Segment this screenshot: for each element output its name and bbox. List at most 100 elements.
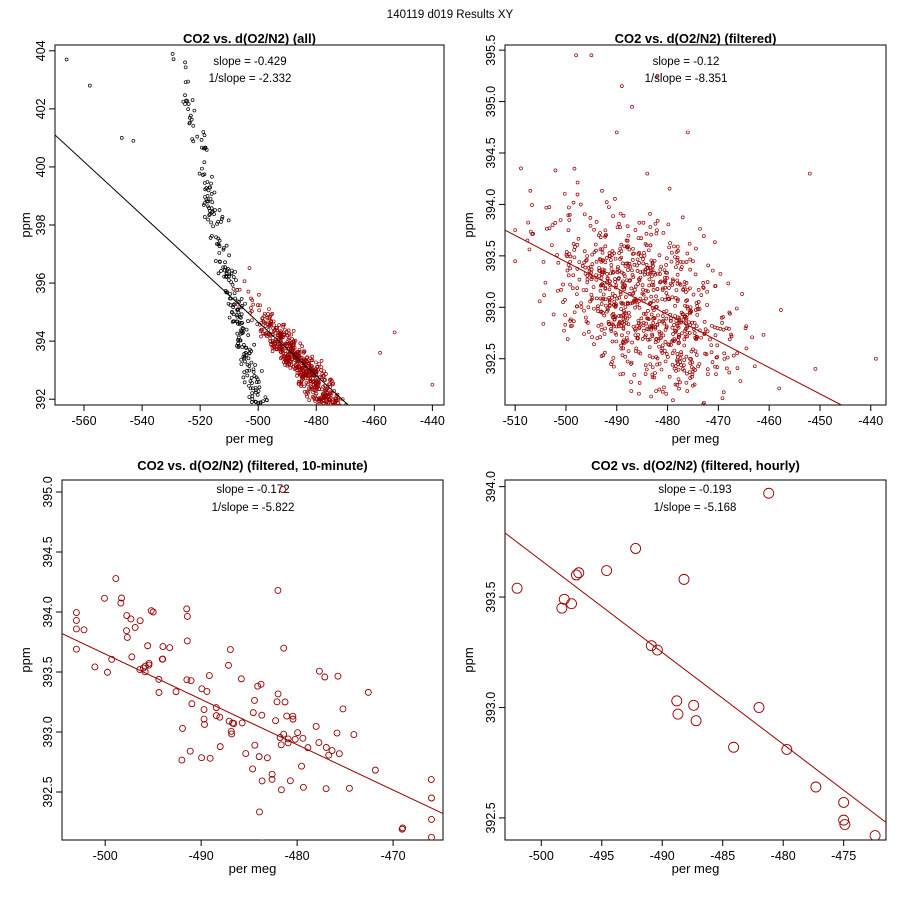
data-point (239, 362, 244, 366)
data-point (626, 263, 631, 268)
data-point (338, 410, 341, 413)
data-point (301, 375, 306, 379)
data-point (660, 351, 665, 355)
data-point (291, 364, 295, 369)
x-tick-label: -440 (420, 414, 445, 428)
data-point (579, 301, 583, 306)
data-point (252, 342, 257, 347)
data-point (350, 421, 353, 424)
data-point (676, 377, 681, 382)
data-point (601, 283, 606, 288)
data-point (205, 199, 209, 204)
data-point (268, 331, 273, 336)
data-point (631, 291, 636, 295)
data-point (596, 309, 600, 313)
data-point (553, 221, 558, 225)
data-point (300, 549, 303, 552)
data-point (293, 556, 296, 559)
data-point (339, 705, 347, 713)
data-point (178, 756, 186, 764)
data-point (348, 417, 351, 420)
data-point (186, 747, 194, 755)
data-point (206, 217, 210, 222)
data-point (228, 291, 232, 296)
data-point (649, 294, 654, 299)
data-point (644, 231, 649, 236)
data-point (246, 356, 251, 361)
data-point (224, 290, 229, 295)
data-point (300, 567, 303, 570)
data-point (725, 355, 730, 360)
data-point (322, 785, 330, 793)
data-point (730, 409, 733, 412)
data-point (568, 282, 572, 287)
data-point (662, 279, 667, 284)
data-point (288, 358, 293, 363)
data-point (340, 408, 343, 411)
data-point (228, 730, 236, 738)
data-point (235, 331, 240, 336)
data-point (600, 267, 605, 272)
data-point (672, 244, 676, 249)
data-point (721, 327, 726, 332)
data-point (158, 655, 166, 663)
x-tick-label: -460 (757, 414, 782, 428)
data-point (269, 320, 274, 325)
data-point (127, 615, 135, 623)
data-point (688, 308, 693, 313)
data-point (597, 257, 602, 261)
data-point (691, 292, 696, 297)
data-point (286, 552, 289, 555)
data-point (359, 441, 362, 444)
data-point (701, 234, 706, 238)
data-point (297, 350, 302, 354)
data-point (280, 350, 285, 355)
y-tick-label: 398 (34, 215, 48, 236)
data-point (637, 381, 642, 385)
data-point (839, 819, 851, 830)
data-point (203, 687, 211, 695)
data-point (596, 306, 600, 311)
data-point (240, 345, 245, 349)
data-point (596, 304, 600, 309)
data-point (317, 396, 321, 401)
data-point (596, 323, 601, 328)
data-point (586, 321, 590, 325)
data-point (204, 186, 209, 190)
data-point (541, 259, 546, 264)
data-point (339, 422, 342, 425)
data-point (629, 360, 634, 365)
data-point (648, 265, 652, 270)
data-point (873, 356, 878, 361)
data-point (314, 385, 319, 390)
data-point (704, 449, 707, 452)
data-point (250, 386, 255, 391)
y-axis-label: ppm (461, 647, 476, 672)
data-point (217, 244, 222, 249)
data-point (630, 340, 634, 345)
data-point (298, 609, 301, 612)
data-point (621, 338, 626, 343)
data-point (621, 346, 626, 351)
data-point (334, 672, 342, 680)
data-point (279, 486, 287, 494)
data-point (630, 104, 634, 109)
data-point (685, 389, 690, 393)
data-point (592, 306, 596, 311)
data-point (264, 334, 269, 339)
data-point (346, 435, 349, 438)
data-point (653, 340, 658, 345)
data-point (694, 246, 698, 251)
data-point (575, 180, 580, 185)
data-point (631, 246, 635, 251)
data-point (317, 408, 320, 411)
data-point (675, 324, 680, 329)
data-point (613, 305, 618, 309)
data-point (273, 341, 278, 345)
data-point (599, 322, 604, 327)
data-point (278, 475, 281, 478)
data-point (300, 369, 305, 373)
data-point (558, 593, 570, 605)
data-point (651, 316, 655, 321)
data-point (620, 353, 625, 358)
